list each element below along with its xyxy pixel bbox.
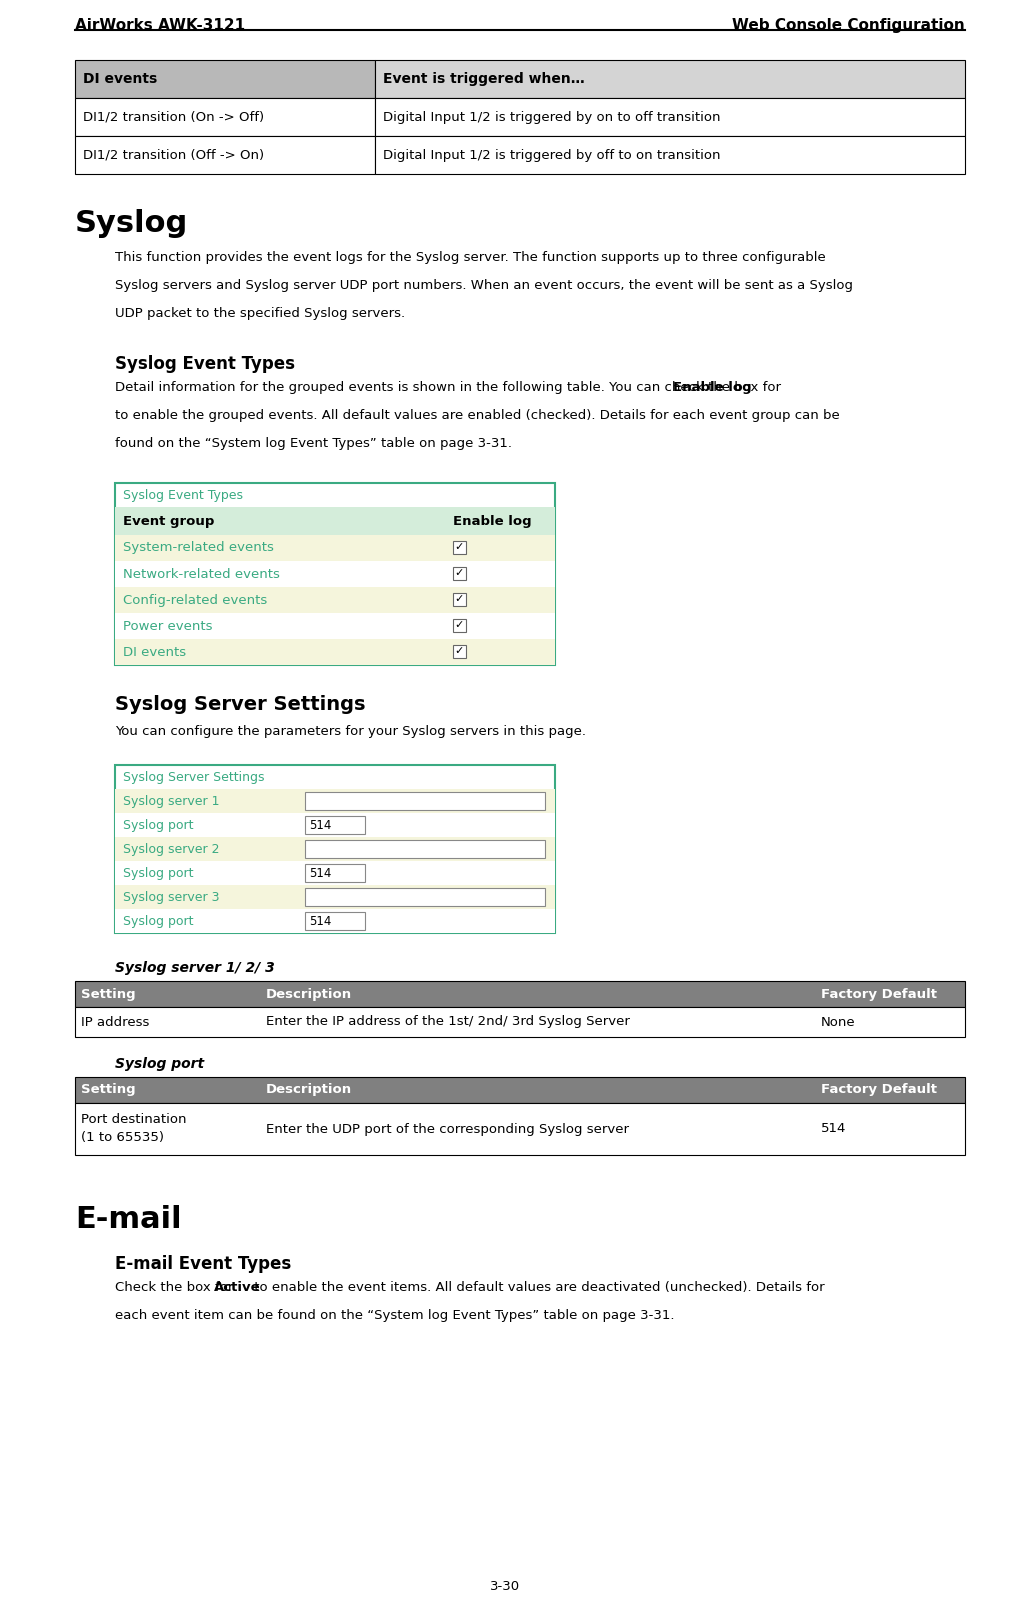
Text: 514: 514 <box>309 867 331 880</box>
Bar <box>305 864 365 882</box>
Bar <box>453 594 466 607</box>
Text: DI1/2 transition (Off -> On): DI1/2 transition (Off -> On) <box>83 149 265 162</box>
Bar <box>305 791 545 811</box>
Bar <box>115 506 556 536</box>
Bar <box>75 99 375 136</box>
Bar <box>453 566 466 579</box>
Text: UDP packet to the specified Syslog servers.: UDP packet to the specified Syslog serve… <box>115 307 405 320</box>
Text: ✓: ✓ <box>454 646 464 655</box>
Text: Setting: Setting <box>81 987 135 1000</box>
Bar <box>75 1103 965 1155</box>
Bar <box>115 885 556 909</box>
Text: each event item can be found on the “System log Event Types” table on page 3-31.: each event item can be found on the “Sys… <box>115 1309 675 1322</box>
Text: ✓: ✓ <box>454 594 464 604</box>
Bar <box>375 136 965 175</box>
Bar <box>305 840 545 858</box>
Text: E-mail Event Types: E-mail Event Types <box>115 1256 291 1273</box>
Text: Syslog servers and Syslog server UDP port numbers. When an event occurs, the eve: Syslog servers and Syslog server UDP por… <box>115 278 853 291</box>
Text: AirWorks AWK-3121: AirWorks AWK-3121 <box>75 18 245 32</box>
Text: to enable the grouped events. All default values are enabled (checked). Details : to enable the grouped events. All defaul… <box>115 409 839 422</box>
Bar <box>115 837 556 861</box>
Bar <box>75 60 375 99</box>
Text: Syslog server 1/ 2/ 3: Syslog server 1/ 2/ 3 <box>115 961 275 976</box>
Text: DI events: DI events <box>123 646 186 659</box>
Text: DI1/2 transition (On -> Off): DI1/2 transition (On -> Off) <box>83 110 265 123</box>
Text: Digital Input 1/2 is triggered by on to off transition: Digital Input 1/2 is triggered by on to … <box>383 110 720 123</box>
Bar <box>115 765 556 934</box>
Text: Factory Default: Factory Default <box>821 987 937 1000</box>
Bar <box>115 587 556 613</box>
Text: Setting: Setting <box>81 1084 135 1097</box>
Text: Syslog server 1: Syslog server 1 <box>123 794 219 807</box>
Text: This function provides the event logs for the Syslog server. The function suppor: This function provides the event logs fo… <box>115 251 826 264</box>
Text: Event group: Event group <box>123 515 214 527</box>
Bar <box>115 561 556 587</box>
Text: Syslog: Syslog <box>75 209 188 238</box>
Text: Digital Input 1/2 is triggered by off to on transition: Digital Input 1/2 is triggered by off to… <box>383 149 720 162</box>
Bar <box>115 484 556 665</box>
Text: Syslog port: Syslog port <box>115 1057 204 1071</box>
Text: Enter the UDP port of the corresponding Syslog server: Enter the UDP port of the corresponding … <box>266 1123 629 1136</box>
Text: You can configure the parameters for your Syslog servers in this page.: You can configure the parameters for you… <box>115 725 586 738</box>
Text: 514: 514 <box>821 1123 846 1136</box>
Bar <box>115 812 556 837</box>
Bar <box>375 99 965 136</box>
Text: Event is triggered when…: Event is triggered when… <box>383 71 585 86</box>
Bar <box>115 861 556 885</box>
Text: ✓: ✓ <box>454 542 464 552</box>
Bar <box>375 60 965 99</box>
Text: System-related events: System-related events <box>123 542 274 555</box>
Text: IP address: IP address <box>81 1016 149 1029</box>
Text: Port destination: Port destination <box>81 1113 187 1126</box>
Bar <box>115 613 556 639</box>
Bar <box>115 909 556 934</box>
Text: Syslog server 3: Syslog server 3 <box>123 890 219 903</box>
Bar <box>305 888 545 906</box>
Text: (1 to 65535): (1 to 65535) <box>81 1131 164 1144</box>
Text: Syslog Event Types: Syslog Event Types <box>123 489 243 502</box>
Text: 3-30: 3-30 <box>490 1581 520 1594</box>
Text: Active: Active <box>214 1281 261 1294</box>
Bar <box>75 1078 965 1103</box>
Text: 514: 514 <box>309 819 331 832</box>
Bar <box>453 646 466 659</box>
Text: Power events: Power events <box>123 620 212 633</box>
Bar <box>115 790 556 812</box>
Text: Check the box for: Check the box for <box>115 1281 237 1294</box>
Bar <box>75 136 375 175</box>
Text: 514: 514 <box>309 914 331 927</box>
Text: ✓: ✓ <box>454 620 464 629</box>
Bar <box>305 815 365 833</box>
Text: Config-related events: Config-related events <box>123 594 268 607</box>
Bar <box>115 639 556 665</box>
Text: Enable log: Enable log <box>453 515 531 527</box>
Bar <box>115 536 556 561</box>
Text: ✓: ✓ <box>454 568 464 578</box>
Text: to enable the event items. All default values are deactivated (unchecked). Detai: to enable the event items. All default v… <box>249 1281 824 1294</box>
Text: Syslog Server Settings: Syslog Server Settings <box>123 770 265 783</box>
Text: Network-related events: Network-related events <box>123 568 280 581</box>
Text: None: None <box>821 1016 855 1029</box>
Text: found on the “System log Event Types” table on page 3-31.: found on the “System log Event Types” ta… <box>115 437 512 450</box>
Text: Web Console Configuration: Web Console Configuration <box>732 18 965 32</box>
Text: Enter the IP address of the 1st/ 2nd/ 3rd Syslog Server: Enter the IP address of the 1st/ 2nd/ 3r… <box>266 1016 630 1029</box>
Text: Detail information for the grouped events is shown in the following table. You c: Detail information for the grouped event… <box>115 380 785 395</box>
Text: Syslog Server Settings: Syslog Server Settings <box>115 696 366 714</box>
Text: Factory Default: Factory Default <box>821 1084 937 1097</box>
Bar <box>453 540 466 553</box>
Text: Syslog port: Syslog port <box>123 867 194 880</box>
Text: Syslog port: Syslog port <box>123 819 194 832</box>
Text: Enable log: Enable log <box>673 380 751 395</box>
Text: Description: Description <box>266 1084 352 1097</box>
Text: Syslog server 2: Syslog server 2 <box>123 843 219 856</box>
Bar <box>305 913 365 930</box>
Text: DI events: DI events <box>83 71 158 86</box>
Text: Syslog Event Types: Syslog Event Types <box>115 354 295 374</box>
Text: Syslog port: Syslog port <box>123 914 194 927</box>
Text: Description: Description <box>266 987 352 1000</box>
Text: E-mail: E-mail <box>75 1205 182 1235</box>
Bar <box>75 1006 965 1037</box>
Bar <box>75 981 965 1006</box>
Bar <box>453 620 466 633</box>
